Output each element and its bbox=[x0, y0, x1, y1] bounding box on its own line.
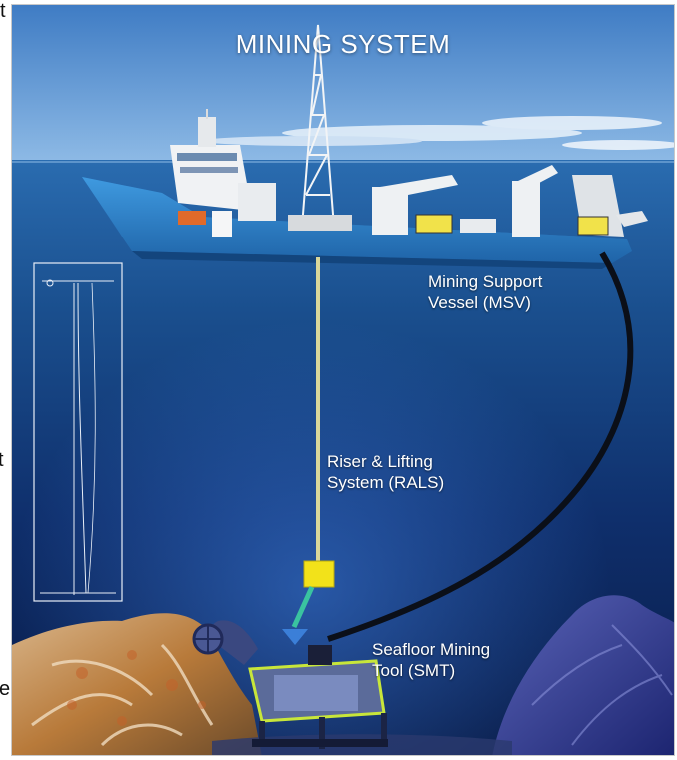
tool-intake-funnel bbox=[282, 629, 308, 645]
label-line: Tool (SMT) bbox=[372, 661, 456, 680]
umbilical-cable bbox=[327, 251, 634, 642]
flexible-jumper-hose bbox=[291, 585, 315, 629]
clouds bbox=[202, 116, 674, 150]
seafloor-rock-right bbox=[492, 595, 674, 755]
seafloor-mining-tool bbox=[192, 620, 388, 749]
label-line: Mining Support bbox=[428, 272, 543, 291]
label-line: Riser & Lifting bbox=[327, 452, 433, 471]
illustration-canvas bbox=[12, 5, 674, 755]
mining-support-vessel bbox=[82, 24, 648, 269]
label-seafloor-mining-tool: Seafloor Mining Tool (SMT) bbox=[372, 639, 490, 681]
mining-system-illustration: MINING SYSTEM Mining Support Vessel (MSV… bbox=[11, 4, 675, 756]
label-line: System (RALS) bbox=[327, 473, 445, 492]
diagram-title: MINING SYSTEM bbox=[235, 29, 451, 59]
label-line: Vessel (MSV) bbox=[428, 293, 531, 312]
left-edge-fragment: t bbox=[0, 0, 6, 22]
riser-buffer-module bbox=[303, 560, 335, 588]
left-edge-fragment: t bbox=[0, 449, 4, 471]
left-edge-fragment: e bbox=[0, 678, 11, 700]
label-mining-support-vessel: Mining Support Vessel (MSV) bbox=[428, 271, 542, 313]
label-riser-lifting-system: Riser & Lifting System (RALS) bbox=[327, 451, 444, 493]
depth-profile-inset bbox=[33, 262, 123, 602]
label-line: Seafloor Mining bbox=[372, 640, 491, 659]
rock-texture-left bbox=[31, 643, 214, 747]
